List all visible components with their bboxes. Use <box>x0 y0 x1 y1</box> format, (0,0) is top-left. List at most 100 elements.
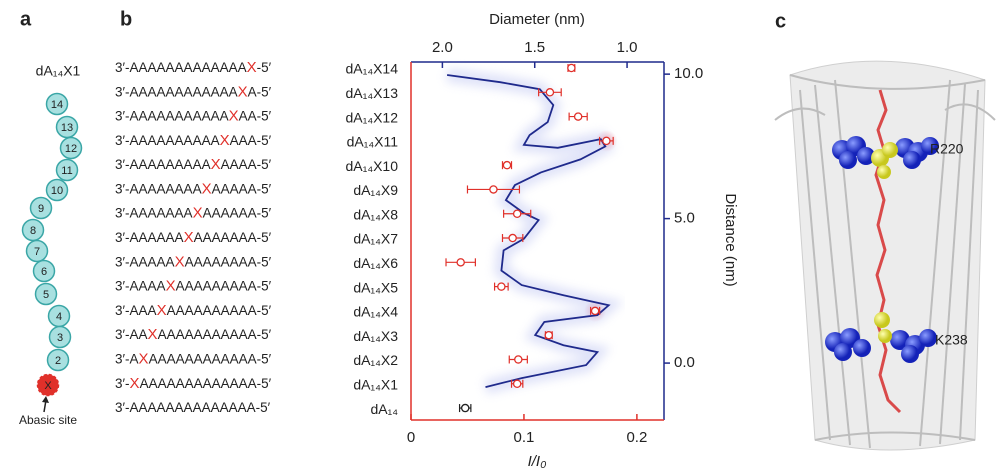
x2-tick-label: 1.5 <box>524 39 545 56</box>
y2-axis-label: Distance (nm) <box>722 193 739 286</box>
sequence: 3′-AAAAAAAXAAAAAA-5′ <box>115 205 272 222</box>
sequence: 3′-AAXAAAAAAAAAAA-5′ <box>115 326 272 343</box>
arrow-head <box>42 396 49 403</box>
sequence-part: 3′-AAAAA <box>115 254 175 269</box>
abasic-mark: X <box>184 229 194 246</box>
point <box>512 379 522 389</box>
sequence-part: 3′-AAAAAAAAA <box>115 157 211 172</box>
abasic-mark: X <box>211 156 221 173</box>
sequence: 3′-AAAAAAAAAAAAXA-5′ <box>115 83 272 100</box>
sequence-part: AA-5′ <box>239 108 272 123</box>
bead-label: 7 <box>34 246 40 258</box>
y2-tick-label: 0.0 <box>674 354 695 371</box>
sequence: 3′-AAAXAAAAAAAAAA-5′ <box>115 302 272 319</box>
sequence-part: AAAAA-5′ <box>212 181 272 196</box>
sequence-part: 3′-AA <box>115 327 148 342</box>
sequence-part: 3′-AAAA <box>115 278 166 293</box>
sequence: 3′-XAAAAAAAAAAAAA-5′ <box>115 375 272 392</box>
bead-label: 13 <box>61 122 73 134</box>
bead <box>48 325 72 349</box>
sequence: 3′-AAAAAAAAAAAAAA-5′ <box>115 400 271 415</box>
sequence-part: 3′-AAA <box>115 302 157 317</box>
sequence-part: -5′ <box>257 60 272 75</box>
abasic-mark: X <box>139 350 149 367</box>
point <box>544 330 554 340</box>
sequence: 3′-AXAAAAAAAAAAAA-5′ <box>115 350 272 367</box>
bead-label: 8 <box>30 225 36 237</box>
sequence-part: AAAAAAAAAAA-5′ <box>158 327 272 342</box>
x-tick-label: 0.2 <box>626 429 647 446</box>
sequence-part: 3′-AAAAAAAA <box>115 181 202 196</box>
annotation: Abasic site <box>19 413 77 427</box>
sequence-part: 3′-AAAAAAAAAAA <box>115 108 229 123</box>
x2-tick-label: 2.0 <box>432 39 453 56</box>
point <box>502 160 512 170</box>
sequence-part: AAAAAAAAA-5′ <box>176 278 272 293</box>
y-tick-label: dA₁₄X11 <box>347 134 399 150</box>
sequence-part: AAAAAA-5′ <box>203 205 272 220</box>
abasic-mark: X <box>166 278 176 295</box>
y2-tick-label: 5.0 <box>674 210 695 227</box>
bead-label: X <box>44 380 52 392</box>
bead <box>34 282 58 306</box>
bead-label: 5 <box>43 289 49 301</box>
y2-tick-label: 10.0 <box>674 65 703 82</box>
bead <box>32 259 56 283</box>
x-tick-label: 0 <box>407 429 415 446</box>
sequence-part: 3′-AAAAAAAAAAAAAA-5′ <box>115 400 271 415</box>
bead <box>46 348 70 372</box>
y-tick-label: dA₁₄X10 <box>346 158 399 174</box>
point <box>567 63 576 73</box>
sequence-part: AAAAAAAAAAAA-5′ <box>149 351 272 366</box>
sequence-part: 3′-AAAAAAAAAAAA <box>115 84 238 99</box>
sequence-part: 3′-AAAAAAAAAA <box>115 132 220 147</box>
bead <box>36 373 60 397</box>
bead <box>25 239 49 263</box>
y-tick-label: dA₁₄X5 <box>353 279 398 295</box>
residue-label: R220 <box>930 141 964 157</box>
x-axis-label: I/I₀ <box>528 453 547 470</box>
y-tick-label: dA₁₄X6 <box>353 255 398 271</box>
sequence: 3′-AAAAAAAAAXAAAA-5′ <box>115 156 272 173</box>
point <box>602 136 611 146</box>
x2-axis-label: Diameter (nm) <box>489 11 585 28</box>
bead-label: 4 <box>56 311 62 323</box>
point <box>460 403 470 413</box>
point <box>512 209 522 218</box>
bead-label: 2 <box>55 355 61 367</box>
sequence-part: AAAAAAAAAAAAA-5′ <box>140 375 272 390</box>
panel-a-title: dA₁₄X1 <box>36 63 81 79</box>
sequence-part: AAAAAAAAAA-5′ <box>167 302 272 317</box>
abasic-mark: X <box>148 326 158 343</box>
point <box>497 282 506 291</box>
point <box>456 258 465 267</box>
sequence: 3′-AAAAAAAAAAAAAX-5′ <box>115 59 272 76</box>
abasic-mark: X <box>229 108 239 125</box>
bead <box>59 136 83 160</box>
sequence-part: AAAA-5′ <box>221 157 272 172</box>
point <box>514 355 523 364</box>
point <box>545 88 555 97</box>
x-tick-label: 0.1 <box>514 429 535 446</box>
bead-label: 6 <box>41 266 47 278</box>
y-tick-label: dA₁₄X13 <box>346 85 399 101</box>
bead-label: 12 <box>65 143 77 155</box>
sequence: 3′-AAAAXAAAAAAAAA-5′ <box>115 278 272 295</box>
point <box>489 185 498 194</box>
point <box>508 233 517 243</box>
abasic-mark: X <box>175 253 185 270</box>
bead-label: 9 <box>38 203 44 215</box>
sequence: 3′-AAAAAAAAAAXAAA-5′ <box>115 132 272 149</box>
abasic-mark: X <box>202 180 212 197</box>
sequence-part: 3′-AAAAAA <box>115 230 184 245</box>
curve-glow <box>446 68 624 394</box>
bead-label: 10 <box>51 185 63 197</box>
point <box>590 306 600 316</box>
abasic-mark: X <box>130 375 140 392</box>
bead <box>45 92 69 116</box>
y-tick-label: dA₁₄X4 <box>353 304 398 320</box>
sequence: 3′-AAAAAAAAXAAAAA-5′ <box>115 180 272 197</box>
point <box>573 112 583 121</box>
sequence: 3′-AAAAAAAAAAAXAA-5′ <box>115 108 272 125</box>
